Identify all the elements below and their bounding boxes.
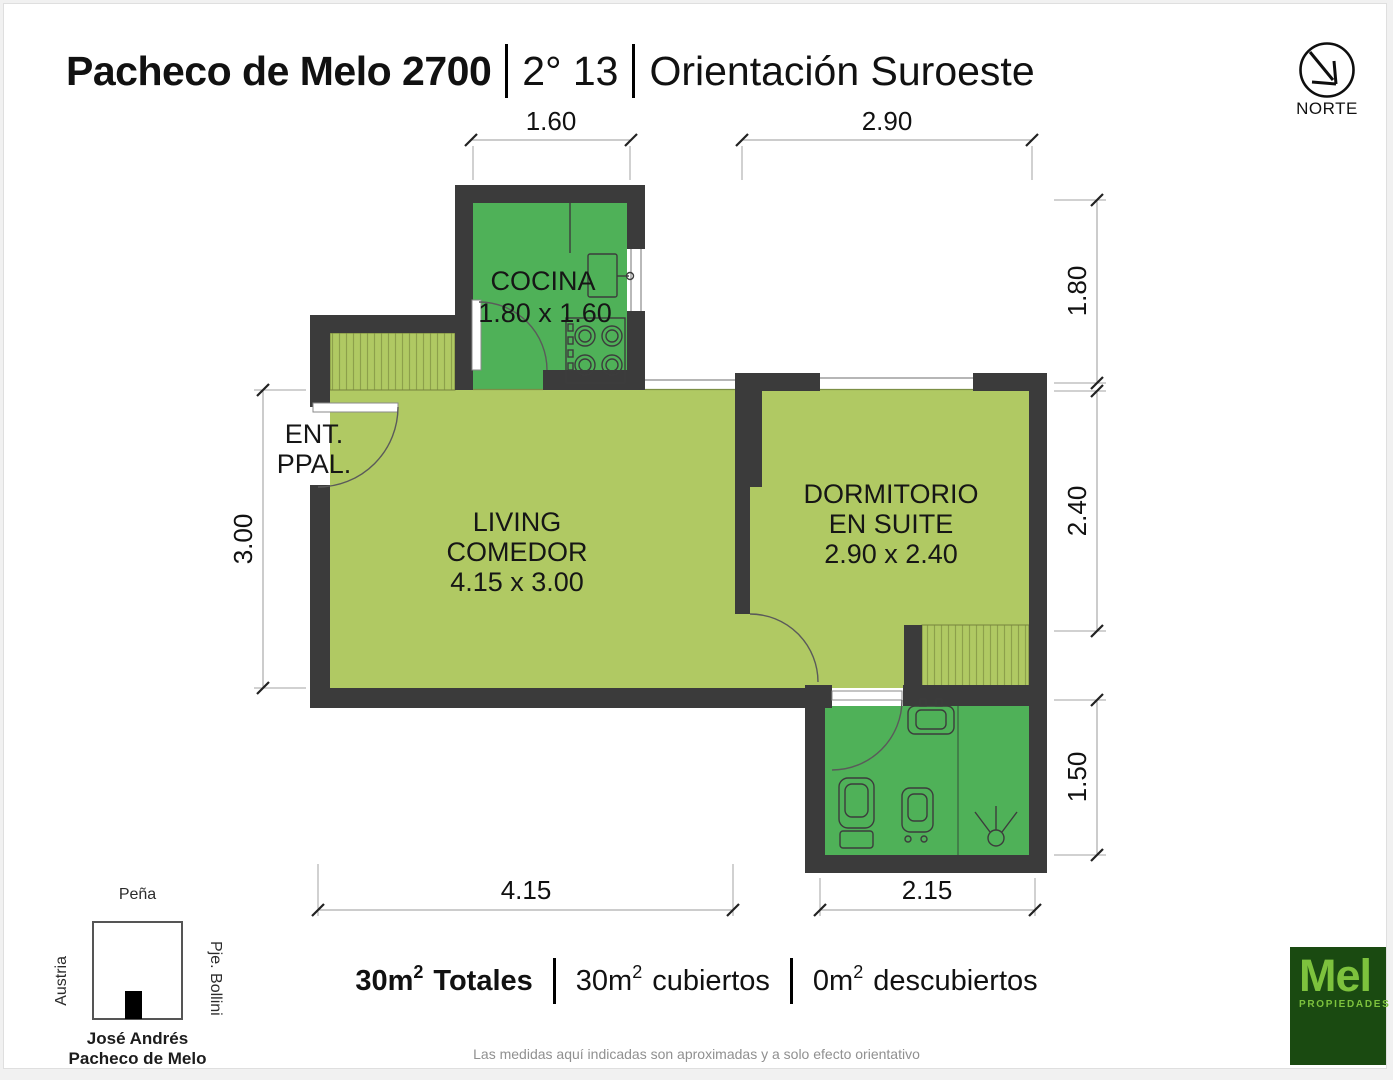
bedroom-door [749,613,819,683]
area-separator [552,958,556,1004]
toilet [838,777,875,849]
shower [974,806,1018,847]
street-bottom-line1: José Andrés [86,1029,189,1048]
area-total-sup: 2 [413,961,424,982]
logo-name: Mel [1299,950,1372,1001]
wall-segment [310,485,330,708]
north-label: NORTE [1296,99,1358,118]
kitchen-sink [587,253,635,298]
kitchen-door [471,299,548,371]
bedroom-label-1: DORMITORIO [804,479,979,509]
area-uncovered-label: descubiertos [873,964,1038,997]
wall-segment [973,373,1047,391]
area-separator [789,958,793,1004]
dimension-ticks [256,133,1104,917]
bathroom-fixtures [838,698,1018,855]
bedroom-closet [921,624,1030,689]
living-size: 4.15 x 3.00 [450,567,584,597]
wall-segment [455,185,473,390]
dim-bedroom-depth: 2.40 [1062,486,1092,537]
dimension-lines: 1.60 2.90 1.80 2.40 1.50 3.00 4.15 2.15 [228,106,1106,917]
title-separator [505,44,509,98]
dim-bathroom-width: 2.15 [902,875,953,905]
entry-closet [329,332,456,391]
page-title: Pacheco de Melo 2700 2° 13 Orientación S… [66,42,1035,100]
bedroom-size: 2.90 x 2.40 [824,539,958,569]
dim-kitchen-width: 1.60 [526,106,577,136]
wall-segment [903,685,1029,706]
walls [310,185,1047,873]
windows [473,377,1029,391]
disclaimer-text: Las medidas aquí indicadas son aproximad… [473,1046,920,1062]
agency-logo: Mel PROPIEDADES [1290,947,1391,1065]
kitchen-size: 1.80 x 1.60 [478,298,612,328]
entrance-door [312,402,399,488]
area-covered-label: cubiertos [652,964,770,997]
logo-tagline: PROPIEDADES [1299,999,1391,1010]
street-left: Austria [53,928,71,1033]
title-orientation: Orientación Suroeste [649,47,1035,94]
wall-segment [1029,373,1047,873]
area-total: 30m 2 Totales [355,961,533,998]
area-uncovered-sup: 2 [853,961,864,982]
dim-bathroom-depth: 1.50 [1062,752,1092,803]
property-marker [125,991,142,1019]
wall-segment [543,370,645,390]
dim-living-width: 4.15 [501,875,552,905]
wall-segment [904,625,922,688]
wall-segment [805,855,1047,873]
dim-living-depth: 3.00 [228,514,258,565]
bedroom-label-2: EN SUITE [829,509,954,539]
street-top: Peña [118,886,157,903]
wall-segment [310,315,330,407]
street-bottom-line2: Pacheco de Melo [68,1049,207,1068]
bathroom-door [831,690,903,771]
stove [565,317,626,384]
street-bottom: José Andrés Pacheco de Melo [10,1029,265,1069]
title-address: Pacheco de Melo 2700 [66,47,492,94]
area-uncovered-value: 0m [812,964,854,997]
street-right-label: Pje. Bollini [207,940,224,1016]
dim-kitchen-depth: 1.80 [1062,266,1092,317]
location-map: Peña Austria Pje. Bollini José Andrés Pa… [30,883,245,1075]
kitchen-fixtures [565,203,635,384]
wall-segment [805,685,825,873]
street-right: Pje. Bollini [206,918,224,1038]
area-summary: 30m 2 Totales 30m 2 cubiertos 0m 2 descubierto… [0,953,1393,1009]
area-uncovered: 0m 2 descubiertos [812,961,1038,998]
living-label-2: COMEDOR [447,537,588,567]
wall-segment [735,373,762,487]
kitchen-label: COCINA [490,266,595,296]
street-left-label: Austria [53,955,70,1006]
wall-segment [310,688,832,708]
bidet [901,787,934,843]
entrance-label-2: PPAL. [277,449,352,479]
dim-bedroom-width: 2.90 [862,106,913,136]
area-covered-sup: 2 [632,961,643,982]
wall-segment [310,315,473,333]
title-unit: 2° 13 [522,47,619,94]
wall-segment [455,185,645,203]
area-total-value: 30m [355,964,414,997]
area-total-label: Totales [433,964,533,997]
area-covered: 30m 2 cubiertos [575,961,770,998]
title-separator [632,44,636,98]
living-label-1: LIVING [473,507,562,537]
wall-segment [735,487,750,614]
wall-segment [627,185,645,249]
entrance-label-1: ENT. [285,419,344,449]
wall-segment [760,373,820,391]
north-arrow-icon: NORTE [1296,42,1358,118]
area-covered-value: 30m [575,964,633,997]
bathroom-sink [907,698,955,735]
